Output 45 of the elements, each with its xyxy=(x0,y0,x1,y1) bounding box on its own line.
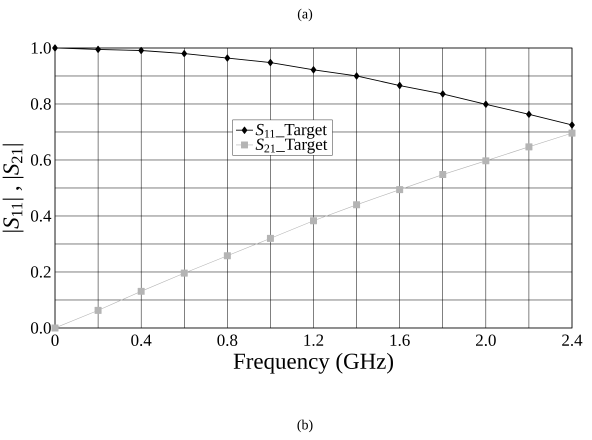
point xyxy=(224,54,230,62)
text: (b) xyxy=(297,420,313,432)
y-tick-label: 1.0 xyxy=(32,42,51,54)
point xyxy=(180,270,188,277)
point xyxy=(138,288,145,295)
point xyxy=(439,171,446,178)
y-tick-label: 0.6 xyxy=(30,154,51,166)
x-tick-label: 0.8 xyxy=(217,334,238,346)
point xyxy=(396,82,403,90)
point xyxy=(568,130,576,137)
legend-label: S$_{11}$_Target xyxy=(256,124,327,139)
x-tick-label: 1.2 xyxy=(304,334,324,346)
point xyxy=(569,121,575,129)
legend-label: S$_{21}$_Target xyxy=(256,138,328,154)
point xyxy=(354,72,360,80)
y-axis-title: |S$_{11}$| , |S$_{21}$| xyxy=(2,144,24,232)
y-tick-label: 0.0 xyxy=(30,322,51,334)
point xyxy=(181,50,188,58)
x-tick-label: 2.0 xyxy=(476,334,496,346)
point xyxy=(268,58,274,66)
point xyxy=(483,100,489,108)
text: (a) xyxy=(298,8,312,22)
text: 0.4 xyxy=(131,334,152,346)
point xyxy=(526,110,532,118)
point xyxy=(482,157,490,164)
y-tick-label: 0.4 xyxy=(30,210,52,222)
y-tick-label: 0.8 xyxy=(30,98,51,110)
point xyxy=(52,44,58,52)
point xyxy=(52,324,58,332)
x-tick-label: 0 xyxy=(51,334,59,346)
point xyxy=(525,143,532,150)
point xyxy=(353,201,360,208)
y-tick-label: 0.2 xyxy=(30,266,51,278)
x-tick-label: 2.4 xyxy=(562,334,582,346)
x-tick-label: 1.6 xyxy=(390,334,410,346)
point xyxy=(95,46,101,54)
point xyxy=(94,306,102,314)
point xyxy=(138,46,144,54)
point xyxy=(310,66,316,74)
x-axis-title: Frequency (GHz) xyxy=(234,352,393,374)
point xyxy=(310,217,317,224)
point xyxy=(266,234,274,242)
point xyxy=(440,90,446,98)
point xyxy=(224,252,231,260)
point xyxy=(396,186,404,194)
